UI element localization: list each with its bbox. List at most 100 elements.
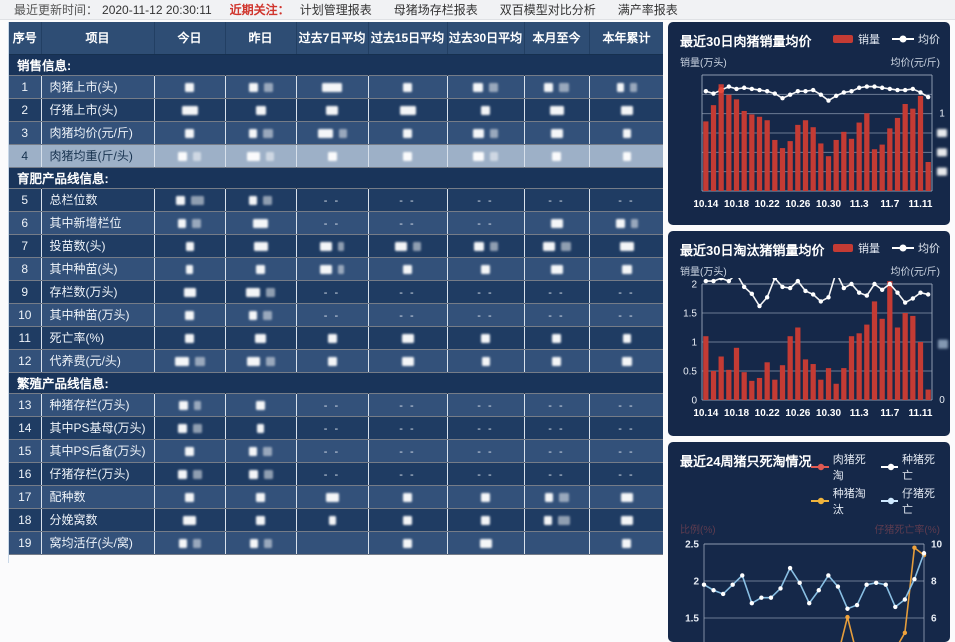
redacted-value [552,151,561,161]
data-cell: - - [368,303,448,327]
redacted-value [328,515,336,525]
chart-panel-pig-sales: 最近30日肉猪销量均价 销量 均价 销量(万头) 均价(元/斤) 10.14 10.18 10… [668,22,950,225]
redacted-value [481,515,490,525]
data-cell [154,303,226,327]
legend-item-种猪死亡[interactable]: 种猪死亡 [880,451,940,483]
data-cell: - - [524,393,590,417]
data-cell [225,257,297,281]
data-cell [154,144,226,168]
data-cell [296,121,369,145]
redacted-value [181,105,198,115]
topbar-report-link-2[interactable]: 母猪场存栏报表 [393,3,478,17]
redacted-dash: - - [618,445,635,458]
table-row-9[interactable]: 9 存栏数(万头) - - - - - - - - - - [9,280,663,304]
redacted-value [256,264,265,274]
svg-text:8: 8 [931,577,937,588]
redacted-dash: - - [477,309,494,322]
table-row-14[interactable]: 14 其中PS基母(万头) - - - - - - - - - - [9,416,663,440]
redacted-value [489,82,498,92]
table-row-5[interactable]: 5 总栏位数 - - - - - - - - - - [9,188,663,212]
table-row-3[interactable]: 3 肉猪均价(元/斤) [9,121,663,145]
data-cell [589,144,663,168]
topbar-report-link-4[interactable]: 满产率报表 [617,3,678,17]
data-cell: - - [296,416,369,440]
redacted-value [403,492,412,502]
redacted-dash: - - [399,422,416,435]
table-row-2[interactable]: 2 仔猪上市(头) [9,98,663,122]
topbar-report-link-1[interactable]: 计划管理报表 [299,3,372,17]
legend-item-仔猪死亡[interactable]: 仔猪死亡 [880,485,940,517]
redacted-value [490,151,498,161]
row-index: 5 [9,188,42,212]
data-cell [524,144,590,168]
redacted-value [256,492,265,502]
bar-swatch-icon [833,35,853,43]
redacted-value [177,423,187,433]
line-marker-icon [880,497,898,505]
data-cell [225,439,297,463]
redacted-value [185,82,194,92]
section-row: 育肥产品线信息: [9,167,663,189]
topbar-report-link-3[interactable]: 双百模型对比分析 [499,3,596,17]
redacted-value [403,151,412,161]
chart-title: 最近24周猪只死淘情况 [680,454,812,469]
data-cell [154,393,226,417]
redacted-value [178,151,187,161]
row-index: 15 [9,439,42,463]
row-index: 2 [9,98,42,122]
data-cell [589,234,663,258]
redacted-value [560,241,571,251]
redacted-value [192,538,201,548]
table-row-1[interactable]: 1 肉猪上市(头) [9,75,663,99]
table-row-10[interactable]: 10 其中种苗(万头) - - - - - - - - - - [9,303,663,327]
data-cell [589,485,663,509]
legend-item-均价[interactable]: 均价 [892,240,940,256]
data-cell [225,349,297,373]
svg-text:10.26: 10.26 [785,408,810,419]
chart-legend: 肉猪死淘 种猪死亡 种猪淘汰 仔猪死亡 [811,451,940,517]
redacted-dash: - - [323,422,341,435]
data-cell [154,75,226,99]
svg-text:11.11: 11.11 [909,199,933,210]
legend-item-种猪淘汰[interactable]: 种猪淘汰 [811,485,870,517]
death-cull-line-chart-svg: 2.5 10 2 8 1.5 6 [685,540,943,642]
redacted-dash: - - [548,422,565,435]
legend-item-均价[interactable]: 均价 [892,31,940,47]
table-row-19[interactable]: 19 窝均活仔(头/窝) [9,531,663,555]
table-row-13[interactable]: 13 种猪存栏(万头) - - - - - - - - - - [9,393,663,417]
data-cell: - - [447,280,525,304]
redacted-value [320,241,332,251]
redacted-dash: - - [477,468,494,481]
table-row-8[interactable]: 8 其中种苗(头) [9,257,663,281]
redacted-dash: - - [477,445,494,458]
svg-text:10.18: 10.18 [724,408,749,419]
legend-item-肉猪死淘[interactable]: 肉猪死淘 [811,451,870,483]
legend-item-销量[interactable]: 销量 [832,31,880,47]
update-time-value: 2020-11-12 20:30:11 [102,2,212,17]
table-row-17[interactable]: 17 配种数 [9,485,663,509]
redacted-value [178,538,187,548]
line-marker-icon [811,463,829,471]
table-row-7[interactable]: 7 投苗数(头) [9,234,663,258]
row-item-label: 配种数 [41,485,155,509]
data-cell [368,508,448,532]
table-row-16[interactable]: 16 仔猪存栏(万头) - - - - - - - - - - [9,462,663,486]
data-cell [225,211,297,235]
col-header-9: 本年累计 [589,22,663,55]
redacted-value [193,400,201,410]
table-row-6[interactable]: 6 其中新增栏位 - - - - - - [9,211,663,235]
legend-item-销量[interactable]: 销量 [832,240,880,256]
data-cell [225,188,297,212]
redacted-value [266,287,275,297]
data-cell: - - [524,280,590,304]
redacted-value [615,218,625,228]
table-row-11[interactable]: 11 死亡率(%) [9,326,663,350]
table-row-15[interactable]: 15 其中PS后备(万头) - - - - - - - - - - [9,439,663,463]
table-row-18[interactable]: 18 分娩窝数 [9,508,663,532]
table-row-12[interactable]: 12 代养费(元/头) [9,349,663,373]
bar-swatch-icon [833,244,853,252]
data-cell [296,349,369,373]
table-row-4[interactable]: 4 肉猪均重(斤/头) [9,144,663,168]
data-cell: - - [368,188,448,212]
redacted-value [192,218,201,228]
